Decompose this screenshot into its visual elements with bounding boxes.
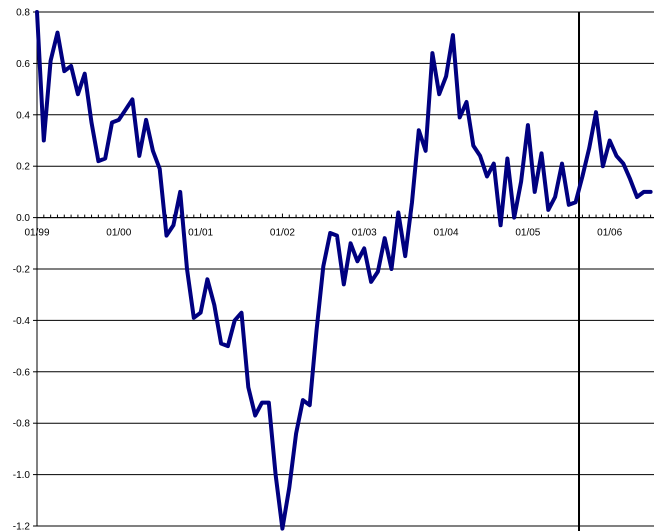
- y-tick-label: 0.6: [16, 59, 30, 70]
- x-tick-labels: 01/99 01/00 01/01 01/02 01/03 01/04 01/05 01/06: [24, 228, 622, 239]
- y-tick-label: -0.8: [13, 419, 31, 430]
- y-tick-label: 0.2: [16, 162, 30, 173]
- y-tick-label: 0.4: [16, 110, 30, 121]
- y-tick-label: 0.8: [16, 8, 30, 19]
- x-tick-label: 01/00: [106, 228, 131, 239]
- y-tick-label: 0.0: [16, 213, 30, 224]
- x-tick-label: 01/06: [597, 228, 622, 239]
- x-tick-label: 01/05: [515, 228, 540, 239]
- x-tick-label: 01/03: [352, 228, 377, 239]
- x-tick-label: 01/04: [434, 228, 459, 239]
- y-tick-label: -0.2: [13, 265, 31, 276]
- axes: [33, 11, 654, 527]
- y-tick-label: -1.2: [13, 522, 31, 531]
- series-line: [35, 10, 653, 531]
- y-tick-label: -0.6: [13, 367, 31, 378]
- y-tick-labels: 0.8 0.6 0.4 0.2 0.0 -0.2 -0.4 -0.6 -0.8 -1.0 -1.2: [13, 8, 31, 531]
- series-layer: [35, 10, 653, 531]
- y-tick-label: -0.4: [13, 316, 31, 327]
- x-tick-label: 01/01: [188, 228, 213, 239]
- x-tick-label: 01/02: [270, 228, 295, 239]
- x-tick-label: 01/99: [24, 228, 49, 239]
- y-tick-label: -1.0: [13, 470, 31, 481]
